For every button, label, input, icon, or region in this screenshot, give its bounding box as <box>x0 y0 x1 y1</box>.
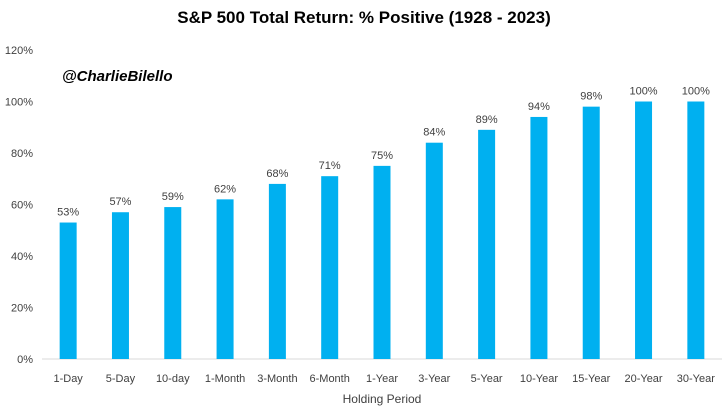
x-tick-label: 15-Year <box>572 373 610 385</box>
bar <box>268 183 286 359</box>
x-tick-label: 10-Year <box>520 373 558 385</box>
x-tick-label: 1-Day <box>53 373 83 385</box>
data-label: 53% <box>57 207 79 219</box>
bar <box>111 212 129 359</box>
y-tick-label: 60% <box>11 200 33 212</box>
bar <box>478 129 496 359</box>
x-tick-label: 3-Year <box>418 373 450 385</box>
y-tick-label: 100% <box>5 97 33 109</box>
data-label: 62% <box>214 183 236 195</box>
x-tick-label: 20-Year <box>624 373 662 385</box>
bar <box>373 165 391 359</box>
y-tick-label: 120% <box>5 45 33 57</box>
y-tick-label: 20% <box>11 303 33 315</box>
bar <box>582 106 600 360</box>
bar <box>530 116 548 359</box>
data-label: 84% <box>423 127 445 139</box>
data-label: 75% <box>371 150 393 162</box>
bar <box>164 207 182 359</box>
x-tick-label: 6-Month <box>310 373 350 385</box>
x-tick-label: 3-Month <box>257 373 297 385</box>
x-axis-ticks: 1-Day 5-Day 10-day 1-Month 3-Month 6-Month 1-Y… <box>53 373 715 385</box>
bar <box>425 142 443 359</box>
x-tick-label: 1-Year <box>366 373 398 385</box>
y-tick-label: 40% <box>11 251 33 263</box>
bar <box>635 101 653 359</box>
y-tick-label: 0% <box>17 354 33 366</box>
data-label: 98% <box>580 91 602 103</box>
y-tick-label: 80% <box>11 148 33 160</box>
data-label: 100% <box>629 86 657 98</box>
data-label: 100% <box>682 86 710 98</box>
data-label: 71% <box>319 160 341 172</box>
bar <box>687 101 705 359</box>
y-axis-ticks: 0% 20% 40% 60% 80% 100% 120% <box>5 45 33 366</box>
x-tick-label: 1-Month <box>205 373 245 385</box>
x-axis-label: Holding Period <box>343 392 422 406</box>
x-tick-label: 10-day <box>156 373 190 385</box>
x-tick-label: 5-Year <box>471 373 503 385</box>
chart-title: S&P 500 Total Return: % Positive (1928 -… <box>177 8 551 27</box>
data-label: 57% <box>109 196 131 208</box>
x-tick-label: 30-Year <box>677 373 715 385</box>
data-label: 59% <box>162 191 184 203</box>
data-label: 68% <box>266 168 288 180</box>
watermark-text: @CharlieBilello <box>62 68 173 85</box>
data-label: 89% <box>476 114 498 126</box>
data-label: 94% <box>528 101 550 113</box>
bar <box>59 222 77 359</box>
data-labels-group: 53% 57% 59% 62% 68% 71% 75% 84% 89% 94% 98% 100% 100… <box>57 86 710 219</box>
bar <box>216 199 234 359</box>
x-tick-label: 5-Day <box>106 373 136 385</box>
bar <box>321 176 339 359</box>
bars-group <box>59 101 705 360</box>
